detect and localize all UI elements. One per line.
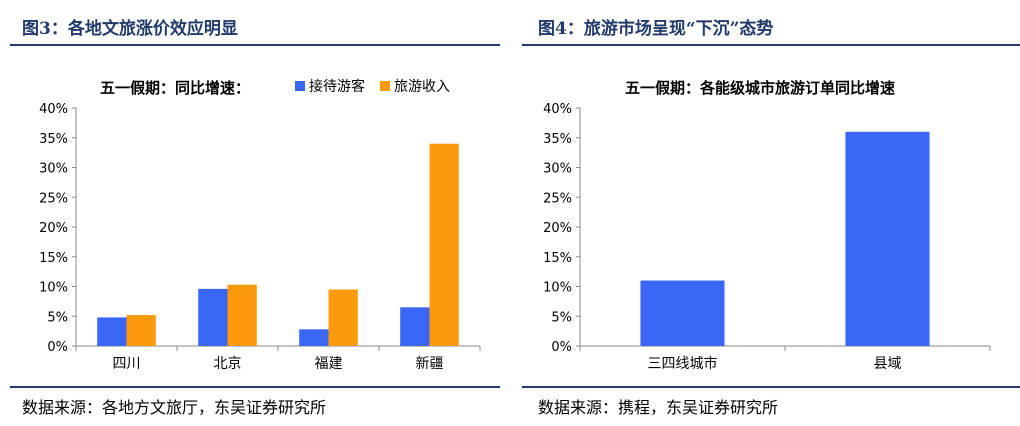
left-figure-panel: 图3：各地文旅涨价效应明显 五一假期：同比增速： 0% 5% 10% 15% 20% 25%… xyxy=(0,0,500,426)
title-divider xyxy=(522,44,1020,46)
bar xyxy=(227,284,257,346)
x-tick-label: 新疆 xyxy=(416,356,444,372)
bar xyxy=(845,131,930,346)
figure-title: 图4：旅游市场呈现“下沉”态势 xyxy=(538,19,774,39)
x-tick-label: 四川 xyxy=(113,356,141,372)
bar xyxy=(429,143,459,346)
x-tick-label: 福建 xyxy=(315,356,343,372)
right-figure-panel: 图4：旅游市场呈现“下沉”态势 五一假期：各能级城市旅游订单同比增速 0% 5% 10… xyxy=(512,0,1020,426)
legend-swatch xyxy=(295,81,305,91)
y-tick-label: 25% xyxy=(543,191,572,206)
chart-title: 五一假期：各能级城市旅游订单同比增速 xyxy=(625,79,895,97)
legend-swatch xyxy=(380,81,390,91)
y-tick-label: 30% xyxy=(39,162,68,177)
chart-title: 五一假期：同比增速： xyxy=(100,79,250,97)
x-tick-label: 三四线城市 xyxy=(648,355,718,372)
source-divider xyxy=(10,386,500,388)
y-tick-label: 10% xyxy=(543,281,572,296)
source-note: 数据来源：各地方文旅厅，东吴证券研究所 xyxy=(22,398,327,417)
y-tick-label: 20% xyxy=(543,221,572,236)
bar xyxy=(328,289,358,346)
x-tick-label: 北京 xyxy=(214,356,242,372)
title-divider xyxy=(10,44,500,46)
chart-right: 五一假期：各能级城市旅游订单同比增速 0% 5% 10% 15% 20% 25% 30% 35%… xyxy=(543,79,991,372)
y-tick-label: 0% xyxy=(47,340,68,355)
bar xyxy=(400,307,430,346)
y-tick-label: 30% xyxy=(543,162,572,177)
y-tick-label: 20% xyxy=(39,221,68,236)
y-tick-label: 40% xyxy=(39,102,68,117)
y-tick-label: 10% xyxy=(39,281,68,296)
bar xyxy=(97,317,127,346)
y-tick-label: 25% xyxy=(39,191,68,206)
x-tick-label: 县域 xyxy=(874,356,902,372)
figure-title: 图3：各地文旅涨价效应明显 xyxy=(22,19,238,39)
bar xyxy=(640,280,725,346)
y-tick-label: 35% xyxy=(543,132,572,147)
chart-left: 五一假期：同比增速： 0% 5% 10% 15% 20% 25% 30% 35% 40% 四川 北京 福… xyxy=(39,78,481,372)
source-divider xyxy=(522,386,1020,388)
y-tick-label: 5% xyxy=(551,310,572,325)
legend-label: 旅游收入 xyxy=(394,79,450,95)
y-tick-label: 5% xyxy=(47,310,68,325)
y-tick-label: 0% xyxy=(551,340,572,355)
y-tick-label: 40% xyxy=(543,102,572,117)
bar xyxy=(126,315,156,346)
source-note: 数据来源：携程，东吴证券研究所 xyxy=(538,398,779,417)
bar xyxy=(198,288,228,346)
y-tick-label: 35% xyxy=(39,132,68,147)
bar xyxy=(299,329,329,346)
legend-label: 接待游客 xyxy=(309,78,365,95)
y-tick-label: 15% xyxy=(543,251,572,266)
y-tick-label: 15% xyxy=(39,251,68,266)
